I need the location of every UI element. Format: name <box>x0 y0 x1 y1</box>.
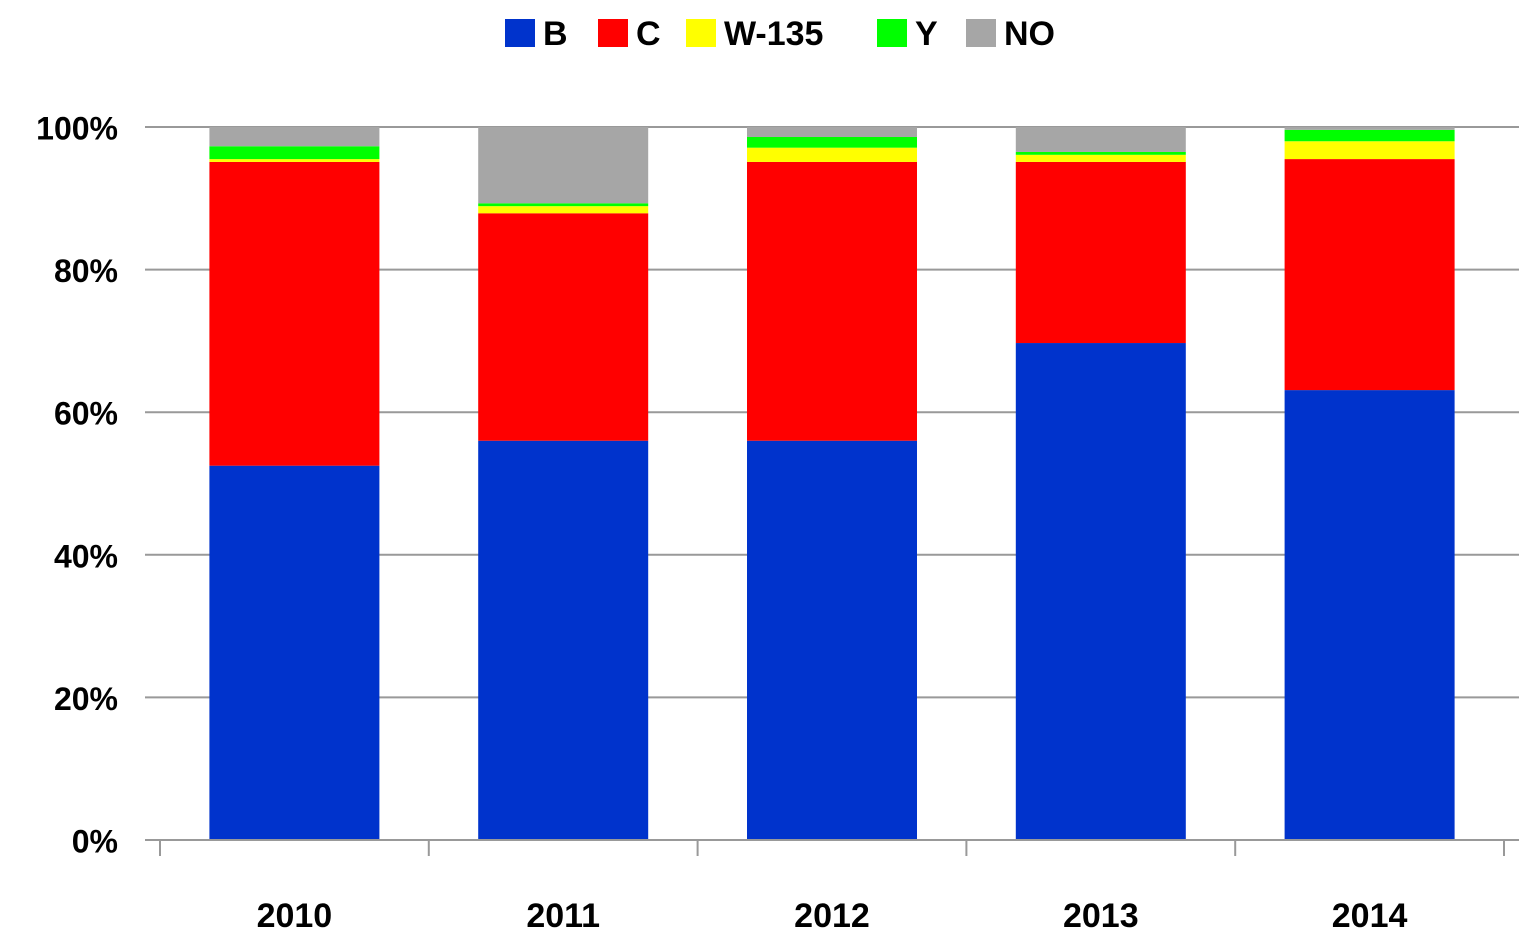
legend-label: NO <box>1004 15 1055 53</box>
bar-segment <box>478 440 649 840</box>
bar-segment <box>1015 161 1186 344</box>
legend-label: B <box>543 15 568 53</box>
bar-segment <box>747 136 917 148</box>
bar-segment <box>1015 343 1186 840</box>
y-tick-label: 20% <box>54 681 118 717</box>
bar-segment <box>209 465 380 840</box>
legend-swatch <box>877 19 907 47</box>
legend-label: W-135 <box>724 15 823 53</box>
x-tick-label: 2010 <box>257 897 333 935</box>
bar-segment <box>747 161 917 441</box>
bar-segment <box>1015 151 1186 155</box>
y-tick-label: 60% <box>54 396 118 432</box>
x-tick-label: 2013 <box>1063 897 1139 935</box>
legend-swatch <box>598 19 628 47</box>
bar-segment <box>209 146 380 160</box>
bar-segment <box>1284 129 1455 142</box>
bar-segment <box>209 161 380 466</box>
x-tick-label: 2014 <box>1332 897 1408 935</box>
bar-segment <box>478 203 649 207</box>
legend-swatch <box>966 19 996 47</box>
y-tick-label: 80% <box>54 253 118 289</box>
bar-segment <box>1284 390 1455 840</box>
legend-label: Y <box>915 15 938 53</box>
bar-segment <box>1284 141 1455 160</box>
bar-segment <box>747 127 917 137</box>
y-tick-label: 100% <box>36 110 118 146</box>
bar-segment <box>1284 159 1455 391</box>
legend-label: C <box>636 15 661 53</box>
bar-segment <box>747 440 917 840</box>
bar-segment <box>478 127 649 204</box>
x-tick-label: 2011 <box>526 897 600 935</box>
bar-segment <box>1015 154 1186 162</box>
bar-segment <box>209 127 380 147</box>
bar-segment <box>478 213 649 441</box>
x-tick-label: 2012 <box>794 897 870 935</box>
bar-segment <box>747 147 917 162</box>
bar-segment <box>1284 127 1455 130</box>
y-tick-label: 0% <box>72 823 118 859</box>
y-tick-label: 40% <box>54 538 118 574</box>
bar-segment <box>478 206 649 214</box>
legend-swatch <box>505 19 535 47</box>
legend-swatch <box>686 19 716 47</box>
bar-segment <box>1015 127 1186 152</box>
bar-segment <box>209 159 380 162</box>
